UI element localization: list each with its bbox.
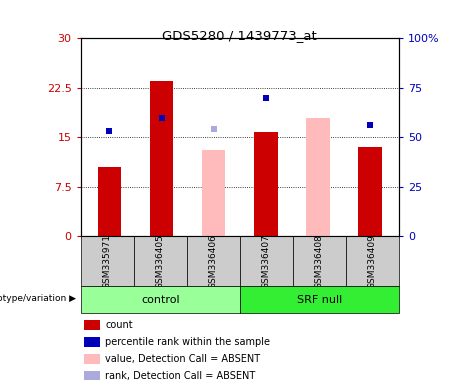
Bar <box>293 236 346 286</box>
Text: GDS5280 / 1439773_at: GDS5280 / 1439773_at <box>162 29 317 42</box>
Text: control: control <box>141 295 179 305</box>
Text: GSM336408: GSM336408 <box>315 234 324 288</box>
Bar <box>81 236 134 286</box>
Text: percentile rank within the sample: percentile rank within the sample <box>105 337 270 347</box>
Text: GSM336405: GSM336405 <box>156 234 165 288</box>
Bar <box>84 354 100 364</box>
Bar <box>202 151 225 236</box>
Bar <box>98 167 121 236</box>
Bar <box>84 321 100 330</box>
Bar <box>84 337 100 347</box>
Bar <box>254 132 278 236</box>
Text: count: count <box>105 320 133 330</box>
Text: GSM335971: GSM335971 <box>103 233 112 289</box>
Bar <box>187 236 240 286</box>
Text: GSM336409: GSM336409 <box>368 234 377 288</box>
Text: GSM336406: GSM336406 <box>209 234 218 288</box>
Text: genotype/variation ▶: genotype/variation ▶ <box>0 294 76 303</box>
Bar <box>240 236 293 286</box>
Text: SRF null: SRF null <box>296 295 342 305</box>
Bar <box>358 147 382 236</box>
Text: GSM336407: GSM336407 <box>262 234 271 288</box>
Bar <box>346 236 399 286</box>
Bar <box>240 286 399 313</box>
Text: rank, Detection Call = ABSENT: rank, Detection Call = ABSENT <box>105 371 255 381</box>
Bar <box>150 81 173 236</box>
Bar <box>84 371 100 380</box>
Bar <box>306 118 330 236</box>
Bar <box>134 236 187 286</box>
Bar <box>81 286 240 313</box>
Text: value, Detection Call = ABSENT: value, Detection Call = ABSENT <box>105 354 260 364</box>
